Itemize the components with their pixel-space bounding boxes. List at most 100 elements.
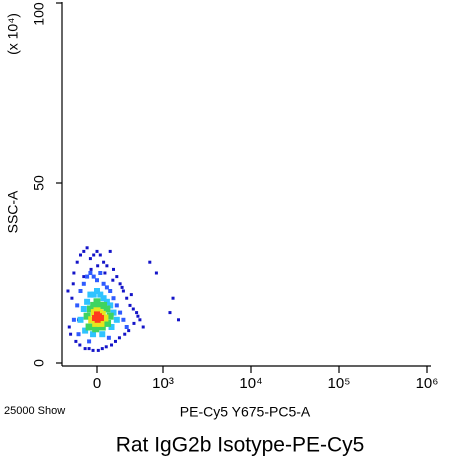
event-point bbox=[81, 281, 86, 286]
plot-axes bbox=[61, 2, 431, 367]
event-point bbox=[106, 312, 114, 320]
event-point bbox=[83, 312, 91, 320]
event-point bbox=[136, 314, 140, 318]
event-point bbox=[90, 331, 97, 338]
event-point bbox=[94, 288, 100, 294]
event-point bbox=[92, 325, 100, 333]
event-point bbox=[92, 319, 100, 327]
event-point bbox=[94, 316, 101, 323]
event-point bbox=[171, 296, 175, 300]
event-point bbox=[87, 347, 91, 351]
event-point bbox=[72, 271, 76, 275]
event-point bbox=[121, 289, 125, 293]
event-point bbox=[111, 296, 116, 301]
event-point bbox=[92, 253, 96, 257]
event-point bbox=[100, 301, 108, 309]
event-point bbox=[91, 274, 96, 279]
event-point bbox=[125, 296, 129, 300]
x-tick-label: 10⁴ bbox=[239, 375, 262, 392]
event-point bbox=[111, 278, 115, 282]
event-point bbox=[85, 274, 90, 279]
event-point bbox=[123, 332, 127, 336]
event-point bbox=[110, 309, 117, 316]
event-point bbox=[110, 343, 114, 347]
x-tick-label: 10⁵ bbox=[328, 375, 351, 392]
event-point bbox=[129, 293, 133, 297]
event-point bbox=[86, 305, 94, 313]
event-point bbox=[78, 289, 83, 293]
x-tick-label: 10⁶ bbox=[416, 375, 439, 392]
event-point bbox=[114, 303, 119, 308]
event-point bbox=[99, 331, 106, 338]
chart-title: Rat IgG2b Isotype-PE-Cy5 bbox=[116, 434, 365, 457]
event-point bbox=[90, 301, 98, 309]
event-point bbox=[80, 306, 87, 312]
event-point bbox=[87, 291, 94, 298]
event-point bbox=[82, 249, 86, 253]
event-point bbox=[82, 327, 89, 334]
event-point bbox=[88, 316, 96, 324]
event-point bbox=[71, 317, 76, 322]
x-axis-label: PE-Cy5 Y675-PC5-A bbox=[180, 404, 311, 420]
event-point bbox=[71, 282, 75, 286]
event-point bbox=[75, 303, 80, 308]
event-point bbox=[106, 335, 111, 340]
event-point bbox=[88, 271, 93, 275]
event-point bbox=[127, 329, 131, 333]
event-point bbox=[112, 267, 115, 271]
event-point bbox=[104, 285, 109, 290]
event-point bbox=[117, 336, 121, 340]
event-point bbox=[83, 347, 87, 351]
event-point bbox=[138, 318, 142, 322]
event-point bbox=[100, 347, 104, 351]
event-point bbox=[107, 302, 114, 309]
event-point bbox=[76, 332, 81, 337]
event-count-note: 25000 Show bbox=[4, 405, 65, 417]
y-axis-label: SSC-A bbox=[5, 190, 21, 233]
event-point bbox=[98, 323, 106, 331]
event-point bbox=[101, 314, 109, 322]
event-point bbox=[70, 296, 74, 300]
event-point bbox=[67, 325, 71, 329]
event-point bbox=[108, 249, 112, 253]
y-tick-label: 50 bbox=[31, 175, 47, 191]
event-point bbox=[90, 291, 97, 298]
y-tick-label: 0 bbox=[31, 359, 47, 367]
event-point bbox=[96, 348, 100, 352]
event-point bbox=[118, 310, 123, 315]
event-point bbox=[93, 298, 101, 306]
event-point bbox=[148, 260, 152, 264]
event-point bbox=[95, 278, 99, 283]
event-point bbox=[168, 311, 172, 315]
event-point bbox=[141, 325, 145, 329]
event-point bbox=[120, 285, 124, 289]
event-point bbox=[102, 260, 106, 264]
event-point bbox=[97, 319, 105, 327]
event-point bbox=[77, 316, 84, 323]
event-point bbox=[75, 260, 79, 264]
event-point bbox=[113, 339, 117, 343]
event-point bbox=[88, 257, 92, 261]
event-point bbox=[176, 318, 180, 322]
event-point bbox=[78, 343, 82, 347]
event-point bbox=[95, 249, 99, 253]
event-point bbox=[103, 271, 107, 275]
event-point bbox=[108, 289, 113, 293]
event-point bbox=[98, 253, 102, 257]
event-point bbox=[98, 271, 103, 275]
event-point bbox=[104, 345, 108, 349]
event-point bbox=[101, 281, 106, 286]
event-point bbox=[115, 275, 119, 279]
event-point bbox=[82, 275, 86, 279]
y-axis-unit: (x 10⁴) bbox=[5, 13, 21, 55]
event-point bbox=[131, 307, 135, 311]
event-point bbox=[69, 332, 73, 336]
x-tick-label: 0 bbox=[93, 375, 101, 392]
event-point bbox=[108, 324, 115, 330]
event-point bbox=[84, 298, 91, 305]
event-point bbox=[135, 311, 139, 315]
event-point bbox=[118, 282, 122, 286]
event-point bbox=[104, 319, 112, 327]
x-tick-label: 10³ bbox=[152, 375, 174, 392]
